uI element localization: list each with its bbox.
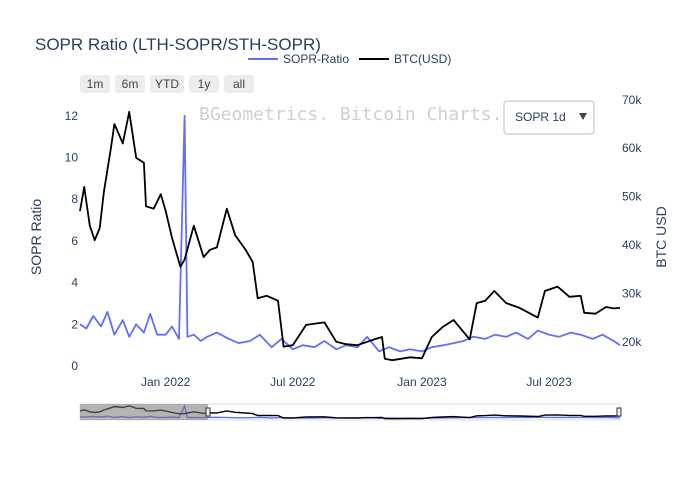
range-button-6m-label: 6m xyxy=(122,77,139,91)
x-tick-label: Jan 2023 xyxy=(397,375,447,389)
x-tick-label: Jul 2022 xyxy=(270,375,316,389)
range-button-ytd-label: YTD xyxy=(155,77,179,91)
y-right-tick-label: 20k xyxy=(622,335,642,349)
sopr-dropdown-value: SOPR 1d xyxy=(515,110,566,124)
y-right-tick-label: 60k xyxy=(622,141,642,155)
range-slider-handle-right[interactable] xyxy=(616,407,622,417)
legend-item-btc-usd[interactable]: BTC(USD) xyxy=(359,52,451,66)
range-button-6m[interactable]: 6m xyxy=(115,75,145,93)
range-slider-mask xyxy=(80,404,208,420)
y-left-tick-label: 6 xyxy=(71,234,78,248)
x-tick-label: Jan 2022 xyxy=(141,375,191,389)
y-right-tick-label: 40k xyxy=(622,238,642,252)
legend-item-sopr-ratio[interactable]: SOPR-Ratio xyxy=(248,52,349,66)
x-tick-label: Jul 2023 xyxy=(526,375,572,389)
legend-label-sopr-ratio: SOPR-Ratio xyxy=(283,52,349,66)
x-axis-ticks: Jan 2022 Jul 2022 Jan 2023 Jul 2023 xyxy=(141,375,572,389)
range-button-1y[interactable]: 1y xyxy=(189,75,219,93)
range-slider[interactable] xyxy=(79,403,622,421)
y-left-tick-label: 10 xyxy=(65,151,79,165)
watermark-text: BGeometrics. Bitcoin Charts. xyxy=(199,104,502,125)
y-left-tick-label: 8 xyxy=(71,192,78,206)
sopr-dropdown[interactable]: SOPR 1d xyxy=(503,100,595,135)
range-button-all-label: all xyxy=(233,77,245,91)
y-left-tick-label: 2 xyxy=(71,317,78,331)
y-right-tick-label: 70k xyxy=(622,93,642,107)
y-right-tick-label: 50k xyxy=(622,190,642,204)
y-axis-left-title: SOPR Ratio xyxy=(28,199,44,275)
chevron-down-icon xyxy=(579,113,587,120)
chart-title: SOPR Ratio (LTH-SOPR/STH-SOPR) xyxy=(35,35,321,54)
y-axis-right-title: BTC USD xyxy=(653,206,669,267)
range-button-1m[interactable]: 1m xyxy=(80,75,110,93)
y-axis-left-ticks: 0 2 4 6 8 10 12 xyxy=(65,109,79,373)
y-left-tick-label: 12 xyxy=(65,109,79,123)
plot-area xyxy=(79,111,621,362)
range-button-all[interactable]: all xyxy=(224,75,254,93)
y-right-tick-label: 30k xyxy=(622,286,642,300)
legend-label-btc-usd: BTC(USD) xyxy=(394,52,451,66)
series-line-0 xyxy=(79,114,621,353)
y-left-tick-label: 0 xyxy=(71,359,78,373)
range-slider-handle-left[interactable] xyxy=(205,407,211,417)
y-left-tick-label: 4 xyxy=(71,276,78,290)
range-button-1y-label: 1y xyxy=(198,77,211,91)
legend: SOPR-Ratio BTC(USD) xyxy=(248,52,451,66)
range-button-1m-label: 1m xyxy=(87,77,104,91)
y-axis-right-ticks: 20k 30k 40k 50k 60k 70k xyxy=(622,93,642,349)
series-line-1 xyxy=(79,111,621,362)
range-button-ytd[interactable]: YTD xyxy=(150,75,184,93)
range-selector: 1m 6m YTD 1y all xyxy=(80,75,254,93)
